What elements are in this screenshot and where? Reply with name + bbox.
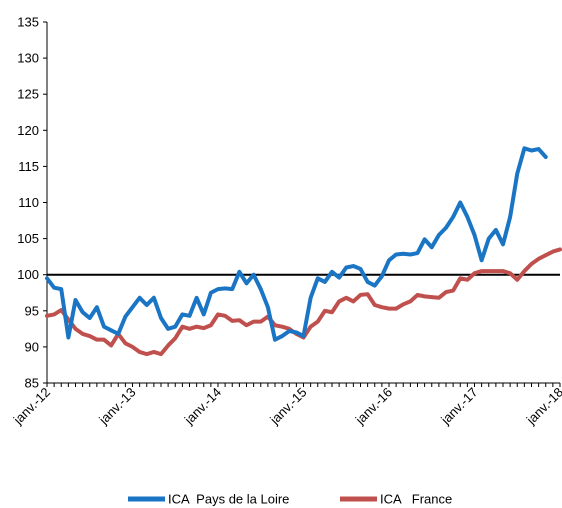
y-tick-label: 105 [17, 231, 39, 246]
y-axis: 85 90 95 100 105 110 115 120 125 130 135 [17, 15, 48, 391]
legend-label-1: ICA France [380, 492, 452, 507]
y-tick-label: 130 [17, 51, 39, 66]
x-axis: janv.-12 janv.-13 janv.-14 janv.-15 janv.-16… [10, 382, 562, 428]
y-tick-label: 125 [17, 87, 39, 102]
y-tick-label: 120 [17, 123, 39, 138]
y-tick-label: 90 [25, 339, 39, 354]
x-tick-label: janv.-17 [437, 385, 480, 428]
y-tick-label: 115 [18, 159, 39, 174]
series-line-1 [45, 247, 562, 357]
series-line-0 [45, 146, 548, 342]
legend-label-0: ICA Pays de la Loire [168, 492, 289, 507]
y-tick-label: 95 [25, 303, 39, 318]
x-tick-label: janv.-14 [181, 385, 224, 428]
x-tick-label: janv.-16 [352, 385, 395, 428]
y-tick-label: 110 [18, 195, 39, 210]
y-tick-label: 85 [25, 376, 39, 391]
series-group [45, 146, 562, 357]
x-tick-label: janv.-15 [266, 385, 309, 428]
y-tick-label: 135 [17, 15, 39, 30]
y-tick-label: 100 [17, 267, 39, 282]
legend: ICA Pays de la Loire ICA France [128, 492, 452, 507]
x-tick-label: janv.-13 [95, 385, 138, 428]
x-tick-label: janv.-12 [10, 385, 53, 428]
x-tick-label: janv.-18 [523, 385, 562, 428]
